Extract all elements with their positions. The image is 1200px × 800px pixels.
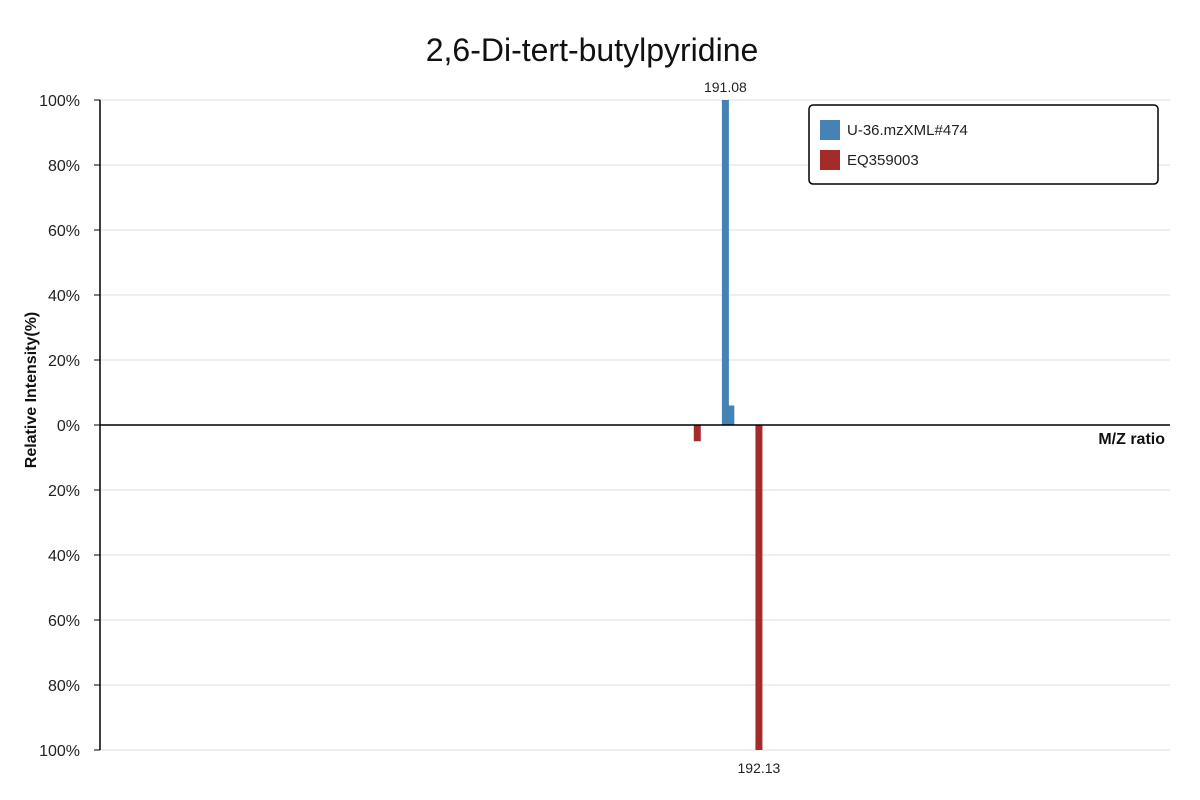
axes [99,100,1170,750]
y-tick-labels: 100% 100% 80% 80% 60% 60% 40% 40% 20% 20% 0% [39,93,80,760]
peak-label: 191.08 [704,79,747,95]
y-axis-label: Relative Intensity(%) [23,312,40,468]
y-tick-label: 20% [48,483,80,500]
y-tick-label: 40% [48,288,80,305]
chart-title: 2,6-Di-tert-butylpyridine [426,32,759,68]
peak-labels: 191.08 192.13 [704,79,781,776]
legend-entry: U-36.mzXML#474 [847,122,968,139]
legend-swatch [820,120,840,140]
y-tick-label: 0% [57,418,80,435]
legend-box [808,104,1159,185]
legend-entry: EQ359003 [847,152,919,169]
y-tick-label: 100% [39,743,80,760]
y-tick-label: 80% [48,158,80,175]
legend: U-36.mzXML#474 EQ359003 [808,104,1159,185]
x-axis-label: M/Z ratio [1098,431,1165,448]
y-tick-label: 20% [48,353,80,370]
y-tick-label: 60% [48,613,80,630]
legend-swatch [820,150,840,170]
peak-bar [727,405,735,425]
peak-label: 192.13 [738,760,781,776]
peak-bar [755,425,763,750]
grid-lines [94,99,1170,751]
y-tick-label: 60% [48,223,80,240]
peak-bars [693,100,763,750]
peak-bar [721,100,729,425]
peak-bar [693,425,701,442]
y-tick-label: 100% [39,93,80,110]
y-tick-label: 40% [48,548,80,565]
y-tick-label: 80% [48,678,80,695]
